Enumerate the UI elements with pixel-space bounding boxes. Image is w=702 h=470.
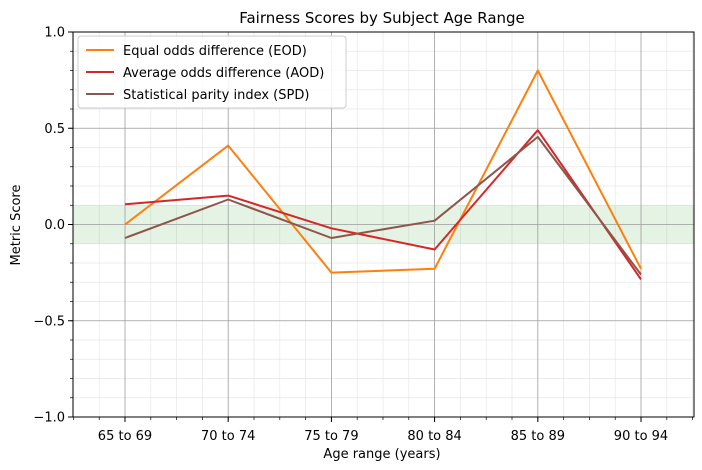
x-tick-label: 85 to 89 bbox=[511, 429, 565, 444]
legend-label-spd: Statistical parity index (SPD) bbox=[123, 88, 309, 103]
x-axis-ticks: 65 to 69 70 to 74 75 to 79 80 to 84 85 to 89… bbox=[73, 417, 693, 444]
y-axis-ticks: −1.0 −0.5 0.0 0.5 1.0 bbox=[33, 26, 73, 426]
x-tick-label: 65 to 69 bbox=[98, 429, 152, 444]
x-tick-label: 70 to 74 bbox=[201, 429, 255, 444]
x-tick-label: 90 to 94 bbox=[614, 429, 668, 444]
y-tick-label: −0.5 bbox=[33, 314, 65, 329]
y-tick-label: 0.5 bbox=[44, 122, 65, 137]
x-axis-label: Age range (years) bbox=[323, 447, 440, 462]
y-axis-label: Metric Score bbox=[9, 185, 24, 266]
legend: Equal odds difference (EOD) Average odds… bbox=[77, 35, 347, 109]
x-tick-label: 75 to 79 bbox=[304, 429, 358, 444]
y-tick-label: −1.0 bbox=[33, 411, 65, 426]
series-line-aod bbox=[124, 129, 642, 280]
series-line-eod bbox=[124, 69, 642, 274]
series-lines bbox=[124, 69, 642, 280]
y-tick-label: 0.0 bbox=[44, 218, 65, 233]
x-tick-label: 80 to 84 bbox=[407, 429, 461, 444]
legend-box bbox=[77, 35, 347, 109]
chart-title: Fairness Scores by Subject Age Range bbox=[239, 9, 525, 27]
legend-label-aod: Average odds difference (AOD) bbox=[123, 66, 324, 81]
y-tick-label: 1.0 bbox=[44, 26, 65, 41]
series-line-spd bbox=[124, 135, 642, 276]
legend-label-eod: Equal odds difference (EOD) bbox=[123, 44, 307, 59]
